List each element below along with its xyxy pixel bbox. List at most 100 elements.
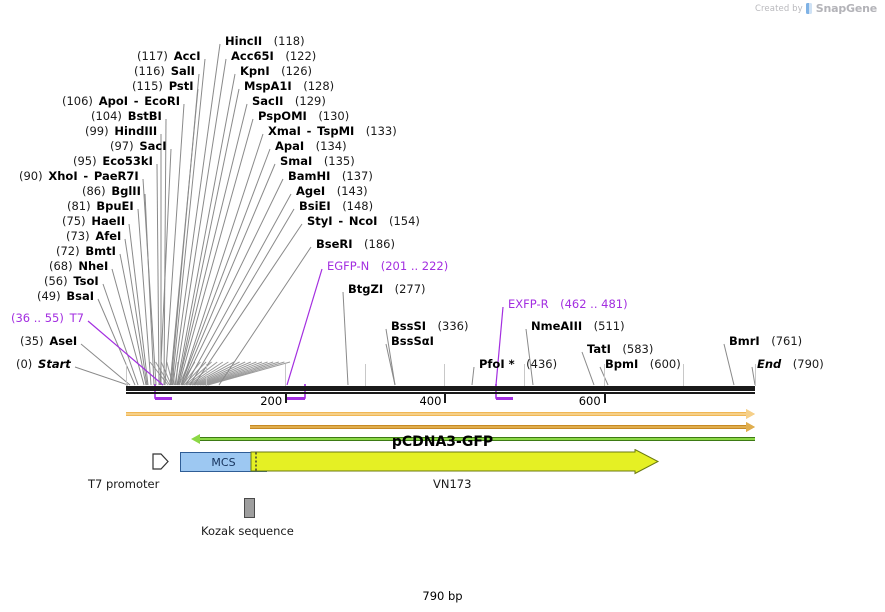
axis-tick — [285, 394, 288, 403]
enzyme-name: KpnI — [240, 64, 270, 78]
enzyme-name: ApaI — [275, 139, 305, 153]
enzyme-name: BmrI — [729, 334, 760, 348]
enzyme-label: BseRI (186) — [316, 238, 395, 250]
enzyme-position: (115) — [132, 79, 163, 93]
enzyme-position: (56) — [44, 274, 68, 288]
enzyme-label: (35) AseI — [20, 335, 77, 347]
enzyme-name-alt: NcoI — [348, 214, 378, 228]
enzyme-label: AgeI (143) — [296, 185, 368, 197]
track-arrowhead — [191, 434, 200, 444]
axis-minor-tick — [683, 364, 685, 386]
page-title: pCDNA3-GFP — [391, 434, 494, 450]
enzyme-position: (761) — [771, 334, 803, 348]
enzyme-position: (128) — [303, 79, 335, 93]
enzyme-position: (49) — [37, 289, 61, 303]
orf-track-1 — [126, 409, 755, 419]
enzyme-name: BtgZI — [348, 282, 384, 296]
enzyme-name: HincII — [225, 34, 263, 48]
enzyme-position: (106) — [62, 94, 93, 108]
axis-minor-tick — [444, 364, 446, 386]
enzyme-name: BmtI — [85, 244, 116, 258]
axis-minor-tick — [524, 364, 526, 386]
mcs-feature-box[interactable]: MCS — [180, 452, 267, 472]
enzyme-name: NheI — [78, 259, 109, 273]
enzyme-position: (75) — [62, 214, 86, 228]
enzyme-name: StyI — [307, 214, 333, 228]
track-bar — [200, 437, 755, 441]
enzyme-position: (104) — [91, 109, 122, 123]
enzyme-position: (116) — [134, 64, 165, 78]
enzyme-label: (72) BmtI — [56, 245, 116, 257]
enzyme-position: (86) — [82, 184, 106, 198]
enzyme-label: (86) BglII — [82, 185, 141, 197]
t7-promoter-arrow — [152, 453, 169, 470]
enzyme-label: (73) AfeI — [66, 230, 121, 242]
enzyme-position: (129) — [294, 94, 326, 108]
enzyme-label: BssSI (336) — [391, 320, 468, 332]
enzyme-label: BmrI (761) — [729, 335, 802, 347]
vn173-label: VN173 — [433, 477, 472, 491]
axis-tick — [444, 394, 447, 403]
orf-track-3 — [191, 434, 755, 444]
axis-minor-tick — [285, 364, 287, 386]
enzyme-position: (511) — [593, 319, 625, 333]
enzyme-label: (104) BstBI — [91, 110, 162, 122]
enzyme-position: (95) — [73, 154, 97, 168]
enzyme-label: BssSαI — [391, 335, 434, 347]
feature-backbone-marker — [496, 397, 513, 400]
enzyme-position: (135) — [323, 154, 355, 168]
t7-promoter-label: T7 promoter — [88, 477, 160, 491]
enzyme-name: MspA1I — [244, 79, 292, 93]
track-arrowhead — [746, 422, 755, 432]
enzyme-position: (790) — [792, 357, 824, 371]
enzyme-name: AseI — [49, 334, 78, 348]
enzyme-label: HincII (118) — [225, 35, 305, 47]
enzyme-name: ApoI — [98, 94, 128, 108]
enzyme-label: (56) TsoI — [44, 275, 99, 287]
enzyme-position: (99) — [85, 124, 109, 138]
kozak-feature-box[interactable] — [244, 498, 255, 518]
enzyme-label: (99) HindIII — [85, 125, 157, 137]
enzyme-label: KpnI (126) — [240, 65, 312, 77]
kozak-label: Kozak sequence — [201, 524, 294, 538]
enzyme-position: (148) — [342, 199, 374, 213]
axis-tick-label: 400 — [419, 394, 442, 408]
feature-range-label: (36 .. 55) T7 — [11, 312, 84, 324]
enzyme-separator: - — [128, 94, 145, 108]
enzyme-position: (73) — [66, 229, 90, 243]
enzyme-name: Start — [38, 357, 71, 371]
enzyme-position: (0) — [16, 357, 33, 371]
enzyme-name: BssSI — [391, 319, 427, 333]
enzyme-position: (97) — [110, 139, 134, 153]
enzyme-label: End (790) — [757, 358, 824, 370]
enzyme-name: AgeI — [296, 184, 326, 198]
vn173-cds-arrow[interactable] — [250, 449, 660, 475]
enzyme-position: (35) — [20, 334, 44, 348]
enzyme-position: (143) — [336, 184, 368, 198]
enzyme-label: Acc65I (122) — [231, 50, 316, 62]
enzyme-name: SmaI — [280, 154, 313, 168]
enzyme-name: BpmI — [605, 357, 639, 371]
enzyme-position: (137) — [341, 169, 373, 183]
orf-track-2 — [250, 422, 755, 432]
enzyme-name: TsoI — [73, 274, 99, 288]
enzyme-label: (90) XhoI - PaeR7I — [19, 170, 139, 182]
enzyme-label: NmeAIII (511) — [531, 320, 625, 332]
enzyme-position: (81) — [67, 199, 91, 213]
enzyme-label: TatI (583) — [587, 343, 653, 355]
enzyme-position: (130) — [318, 109, 350, 123]
feature-range-label: EXFP-R (462 .. 481) — [508, 298, 628, 310]
enzyme-name: End — [757, 357, 782, 371]
enzyme-separator: - — [300, 124, 318, 138]
mcs-label: MCS — [211, 455, 236, 469]
enzyme-label: BpmI (600) — [605, 358, 681, 370]
enzyme-name: NmeAIII — [531, 319, 583, 333]
track-bar — [126, 412, 746, 416]
snapgene-logo-icon — [805, 3, 813, 14]
enzyme-label: (49) BsaI — [37, 290, 94, 302]
feature-range: (462 .. 481) — [560, 297, 628, 311]
enzyme-name-alt: EcoRI — [144, 94, 180, 108]
enzyme-position: (336) — [437, 319, 469, 333]
axis-tick-label: 200 — [260, 394, 283, 408]
